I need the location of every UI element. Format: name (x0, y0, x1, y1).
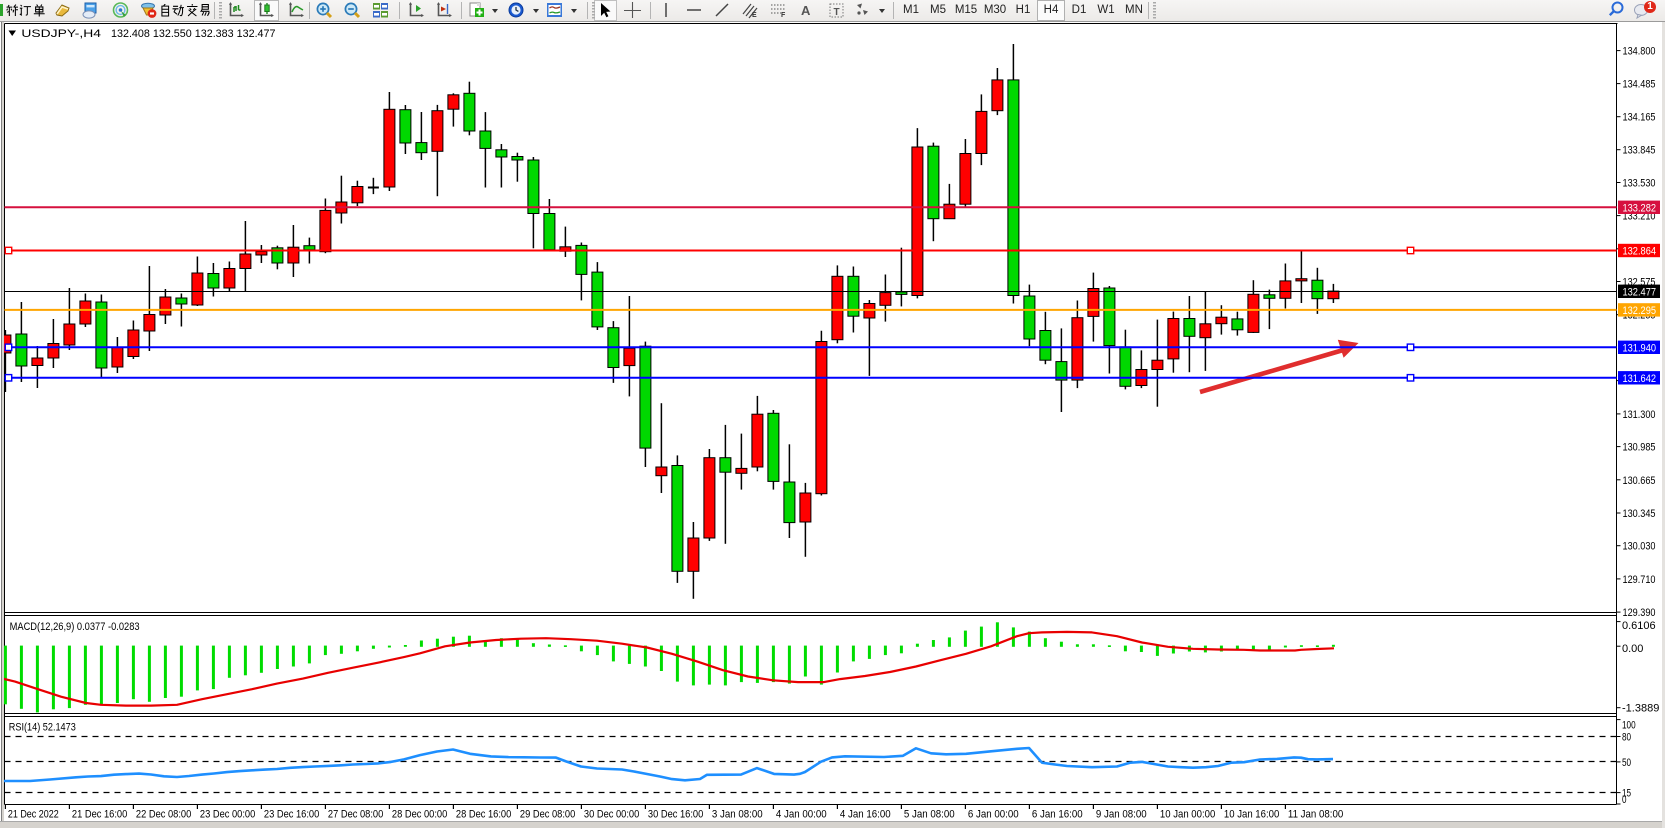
svg-text:USDJPY-,H4: USDJPY-,H4 (21, 28, 101, 40)
svg-text:6 Jan 16:00: 6 Jan 16:00 (1032, 809, 1083, 821)
svg-text:129.710: 129.710 (1623, 574, 1656, 586)
svg-text:E: E (752, 12, 757, 19)
svg-text:80: 80 (1622, 732, 1631, 744)
svg-text:22 Dec 08:00: 22 Dec 08:00 (136, 809, 191, 821)
svg-text:3 Jan 08:00: 3 Jan 08:00 (712, 809, 763, 821)
svg-text:50: 50 (1622, 757, 1631, 769)
svg-text:T: T (834, 7, 840, 18)
svg-text:23 Dec 16:00: 23 Dec 16:00 (264, 809, 319, 821)
svg-text:28 Dec 00:00: 28 Dec 00:00 (392, 809, 447, 821)
svg-text:130.030: 130.030 (1623, 541, 1656, 553)
svg-text:30 Dec 00:00: 30 Dec 00:00 (584, 809, 639, 821)
svg-text:132.477: 132.477 (1623, 287, 1657, 299)
svg-text:130.665: 130.665 (1623, 475, 1656, 487)
svg-text:RSI(14) 52.1473: RSI(14) 52.1473 (9, 722, 76, 734)
svg-text:21 Dec 2022: 21 Dec 2022 (8, 809, 59, 821)
svg-text:133.530: 133.530 (1623, 178, 1656, 190)
svg-text:23 Dec 00:00: 23 Dec 00:00 (200, 809, 255, 821)
svg-text:130.985: 130.985 (1623, 442, 1656, 454)
svg-text:15: 15 (1622, 788, 1631, 800)
svg-text:10 Jan 16:00: 10 Jan 16:00 (1224, 809, 1279, 821)
svg-text:4 Jan 00:00: 4 Jan 00:00 (776, 809, 827, 821)
svg-text:5 Jan 08:00: 5 Jan 08:00 (904, 809, 955, 821)
svg-text:MACD(12,26,9) 0.0377 -0.0283: MACD(12,26,9) 0.0377 -0.0283 (10, 621, 140, 633)
svg-text:132.295: 132.295 (1623, 305, 1657, 317)
svg-text:21 Dec 16:00: 21 Dec 16:00 (72, 809, 127, 821)
svg-text:0.00: 0.00 (1622, 643, 1643, 655)
svg-text:27 Dec 08:00: 27 Dec 08:00 (328, 809, 383, 821)
svg-text:30 Dec 16:00: 30 Dec 16:00 (648, 809, 703, 821)
svg-text:130.345: 130.345 (1623, 508, 1656, 520)
svg-text:134.485: 134.485 (1623, 79, 1656, 91)
svg-text:28 Dec 16:00: 28 Dec 16:00 (456, 809, 511, 821)
svg-text:-1.3889: -1.3889 (1622, 703, 1659, 715)
svg-text:134.800: 134.800 (1623, 46, 1656, 58)
svg-text:29 Dec 08:00: 29 Dec 08:00 (520, 809, 575, 821)
svg-text:6 Jan 00:00: 6 Jan 00:00 (968, 809, 1019, 821)
svg-text:131.642: 131.642 (1623, 373, 1657, 385)
svg-text:129.390: 129.390 (1623, 607, 1656, 619)
svg-text:F: F (781, 12, 786, 19)
svg-text:4 Jan 16:00: 4 Jan 16:00 (840, 809, 891, 821)
svg-text:132.408 132.550 132.383 132.47: 132.408 132.550 132.383 132.477 (111, 28, 276, 40)
svg-text:11 Jan 08:00: 11 Jan 08:00 (1288, 809, 1343, 821)
svg-text:131.300: 131.300 (1623, 409, 1656, 421)
svg-text:131.940: 131.940 (1623, 343, 1657, 355)
svg-text:10 Jan 00:00: 10 Jan 00:00 (1160, 809, 1215, 821)
svg-text:132.864: 132.864 (1623, 246, 1657, 258)
svg-text:133.282: 133.282 (1623, 203, 1657, 215)
svg-text:100: 100 (1622, 720, 1636, 732)
svg-text:0: 0 (1622, 794, 1627, 806)
svg-text:0.6106: 0.6106 (1622, 620, 1656, 632)
svg-text:9 Jan 08:00: 9 Jan 08:00 (1096, 809, 1147, 821)
svg-text:133.845: 133.845 (1623, 145, 1656, 157)
svg-text:134.165: 134.165 (1623, 112, 1656, 124)
